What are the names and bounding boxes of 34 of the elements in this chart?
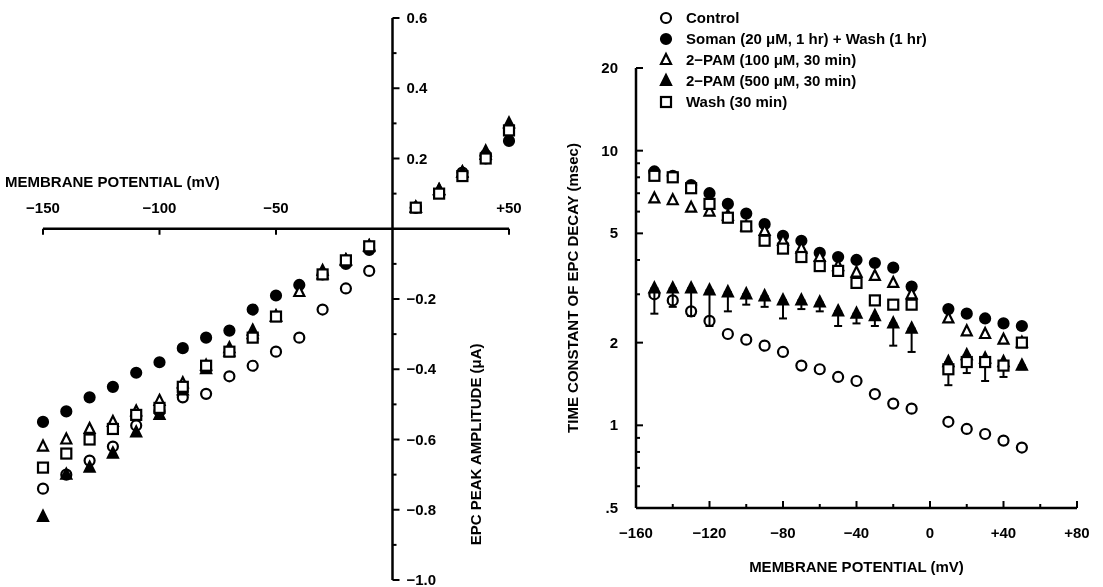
y-tick-label: 2 bbox=[609, 333, 618, 351]
legend-label: 2−PAM (100 μM, 30 min) bbox=[686, 51, 857, 68]
y-tick-label: 0.4 bbox=[406, 79, 429, 97]
y-tick-label: −0.8 bbox=[406, 500, 437, 518]
y-tick-label: 0.6 bbox=[406, 9, 428, 26]
x-tick-label: −160 bbox=[619, 524, 653, 541]
y-tick-label: −0.4 bbox=[406, 360, 437, 378]
y-axis-title: EPC PEAK AMPLITUDE (μA) bbox=[466, 343, 484, 546]
legend-label: Soman (20 μM, 1 hr) + Wash (1 hr) bbox=[686, 30, 927, 47]
x-tick-label: −150 bbox=[26, 198, 60, 216]
x-axis-title: MEMBRANE POTENTIAL (mV) bbox=[5, 172, 220, 190]
x-tick-label: +50 bbox=[496, 198, 522, 216]
legend-label: Wash (30 min) bbox=[686, 93, 788, 110]
y-tick-label: 0.2 bbox=[406, 149, 428, 167]
y-tick-label: 10 bbox=[601, 141, 618, 159]
x-tick-label: +80 bbox=[1064, 524, 1090, 541]
x-tick-label: 0 bbox=[925, 524, 935, 541]
x-tick-label: −80 bbox=[770, 524, 796, 541]
y-tick-label: 5 bbox=[609, 224, 618, 242]
x-tick-label: +40 bbox=[990, 524, 1017, 541]
x-axis-title: MEMBRANE POTENTIAL (mV) bbox=[749, 558, 964, 575]
x-tick-label: −50 bbox=[263, 198, 289, 216]
legend-label: Control bbox=[686, 9, 740, 26]
y-tick-label: 1 bbox=[609, 416, 618, 434]
x-tick-label: −100 bbox=[142, 198, 177, 216]
y-tick-label: −0.2 bbox=[406, 290, 437, 307]
y-tick-label: 20 bbox=[601, 59, 618, 76]
y-tick-label: −1.0 bbox=[406, 571, 437, 587]
x-tick-label: −120 bbox=[692, 524, 727, 541]
y-axis-title: TIME CONSTANT OF EPC DECAY (msec) bbox=[564, 143, 581, 433]
y-tick-label: −0.6 bbox=[406, 430, 437, 448]
legend-label: 2−PAM (500 μM, 30 min) bbox=[686, 72, 857, 89]
x-tick-label: −40 bbox=[843, 524, 870, 541]
y-tick-label: .5 bbox=[605, 499, 618, 516]
